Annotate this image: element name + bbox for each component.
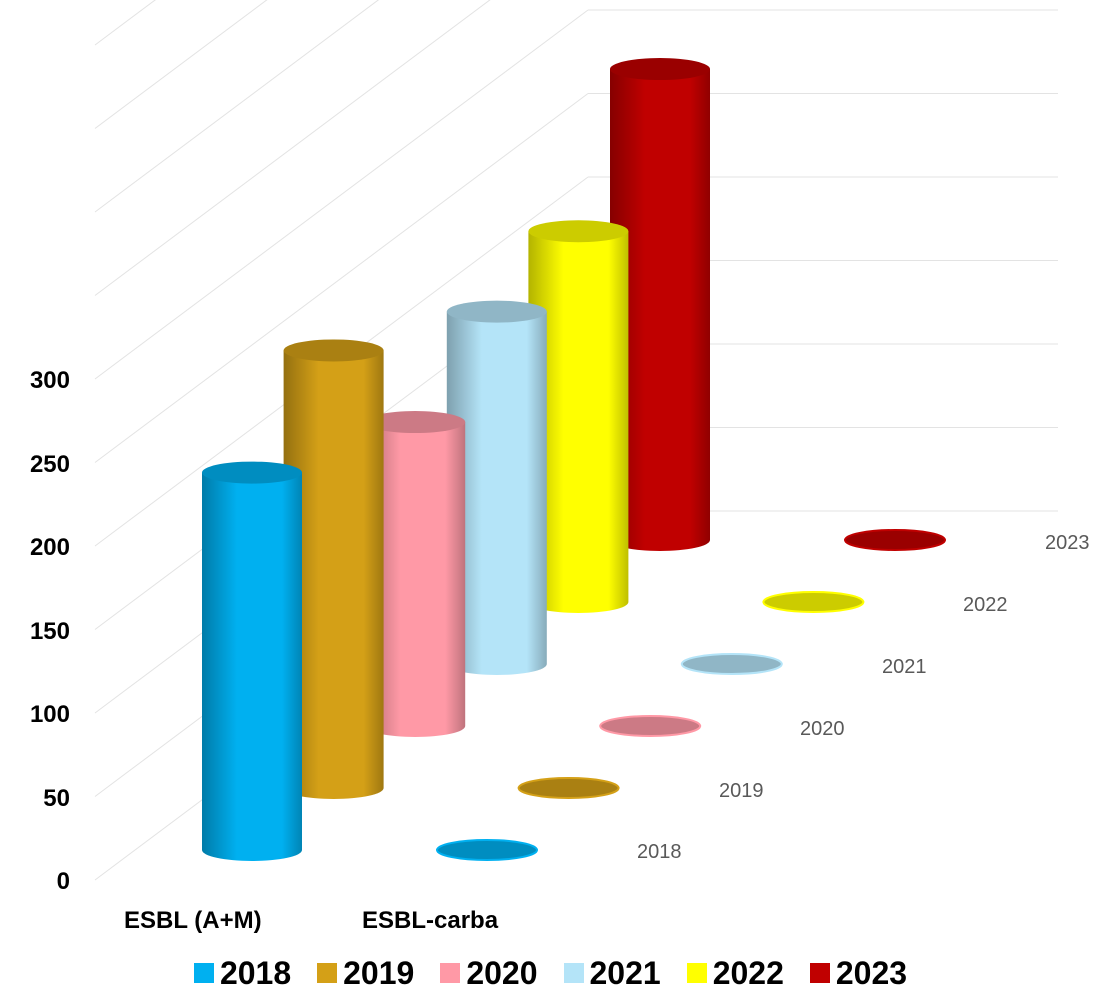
bar-2022-1 bbox=[762, 591, 865, 613]
y-axis: 0 50 100 150 200 250 300 bbox=[30, 367, 70, 895]
bar-disc bbox=[762, 591, 865, 613]
legend-label: 2021 bbox=[589, 955, 661, 991]
legend-swatch bbox=[686, 963, 707, 983]
y-tick-label: 150 bbox=[30, 618, 70, 645]
bar-disc bbox=[844, 529, 946, 551]
bar-body bbox=[446, 311, 547, 676]
y-tick-label: 100 bbox=[30, 701, 70, 728]
legend-label: 2020 bbox=[466, 955, 538, 991]
category-label: ESBL-carba bbox=[362, 907, 499, 934]
gridline-diagonal bbox=[94, 0, 268, 129]
gridline-diagonal bbox=[94, 0, 491, 296]
bar-body bbox=[202, 472, 302, 861]
y-tick-label: 250 bbox=[30, 451, 70, 478]
bar-2018-1 bbox=[436, 839, 538, 861]
bar-top bbox=[283, 339, 384, 362]
bar-body bbox=[528, 231, 629, 614]
gridline-diagonal bbox=[94, 0, 380, 213]
legend: 2018 2019 2020 2021 2022 2023 bbox=[0, 957, 1101, 989]
legend-item-2020: 2020 bbox=[440, 955, 538, 991]
bar-disc bbox=[517, 777, 620, 799]
x-axis-categories: ESBL (A+M) ESBL-carba bbox=[124, 907, 499, 934]
gridline-diagonal bbox=[94, 9, 589, 380]
y-tick-label: 0 bbox=[57, 868, 70, 895]
bar-2019-1 bbox=[517, 777, 620, 799]
bar-2019-0 bbox=[283, 339, 384, 800]
bar-top bbox=[365, 411, 466, 434]
bar-2022-0 bbox=[528, 220, 629, 614]
gridline-diagonal bbox=[94, 0, 156, 46]
depth-label-2018: 2018 bbox=[637, 841, 682, 863]
bar-2023-1 bbox=[844, 529, 946, 551]
bar-2018-0 bbox=[202, 461, 302, 861]
bar-2020-1 bbox=[599, 715, 702, 737]
depth-label-2019: 2019 bbox=[719, 780, 764, 802]
legend-item-2019: 2019 bbox=[317, 957, 414, 989]
depth-label-2022: 2022 bbox=[963, 594, 1008, 616]
bar-top bbox=[528, 220, 629, 243]
bars bbox=[202, 58, 946, 861]
bar-top bbox=[610, 58, 710, 81]
legend-label: 2018 bbox=[219, 955, 292, 991]
y-tick-label: 200 bbox=[30, 534, 70, 561]
legend-item-2021: 2021 bbox=[563, 955, 661, 991]
bar-2021-1 bbox=[680, 653, 783, 675]
depth-label-2023: 2023 bbox=[1045, 532, 1090, 554]
legend-label: 2023 bbox=[835, 955, 908, 991]
category-label: ESBL (A+M) bbox=[124, 907, 262, 934]
legend-label: 2022 bbox=[712, 955, 784, 991]
bar-body bbox=[610, 69, 710, 551]
bar-top bbox=[446, 300, 547, 323]
bar-2020-0 bbox=[365, 411, 466, 737]
legend-item-2023: 2023 bbox=[809, 955, 908, 991]
gridline-diagonal bbox=[94, 93, 589, 463]
legend-swatch bbox=[317, 963, 338, 983]
series-depth-labels: 2018 2019 2020 2021 2022 2023 bbox=[637, 532, 1090, 863]
y-tick-label: 50 bbox=[43, 785, 70, 812]
bar-body bbox=[283, 350, 384, 800]
depth-label-2020: 2020 bbox=[800, 718, 845, 740]
bar-disc bbox=[436, 839, 538, 861]
bar-2023-0 bbox=[610, 58, 710, 551]
bar-2021-0 bbox=[446, 300, 547, 676]
legend-swatch bbox=[563, 963, 584, 983]
legend-item-2018: 2018 bbox=[193, 955, 292, 991]
legend-label: 2019 bbox=[343, 955, 415, 991]
cylinder-chart: 0 50 100 150 200 250 300 2018 2019 2020 … bbox=[30, 0, 1090, 934]
depth-label-2021: 2021 bbox=[882, 656, 927, 678]
bar-body bbox=[365, 422, 466, 737]
bar-disc bbox=[599, 715, 702, 737]
legend-swatch bbox=[193, 963, 214, 983]
y-tick-label: 300 bbox=[30, 367, 70, 394]
bar-disc bbox=[680, 653, 783, 675]
legend-item-2022: 2022 bbox=[686, 955, 784, 991]
legend-swatch bbox=[809, 963, 830, 983]
legend-swatch bbox=[440, 963, 461, 983]
bar-top bbox=[202, 461, 302, 484]
